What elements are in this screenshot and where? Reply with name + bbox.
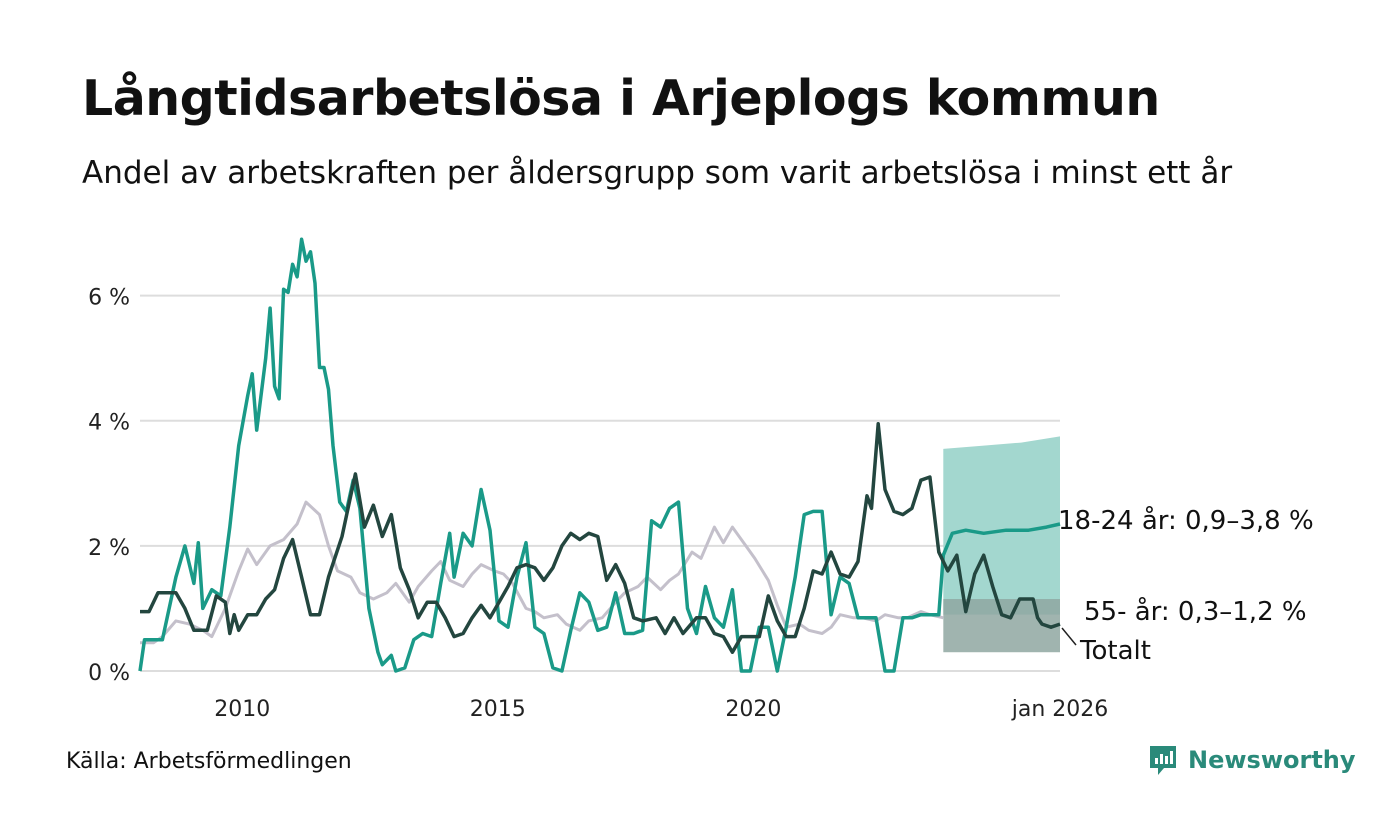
legend-label-totalt: Totalt xyxy=(1080,636,1151,666)
x-tick-label-2: 2020 xyxy=(725,697,781,722)
legend-label-55: 55- år: 0,3–1,2 % xyxy=(1084,597,1307,627)
x-tick-label-0: 2010 xyxy=(214,697,270,722)
forecast-band-18-24 xyxy=(943,436,1060,615)
brand-logo[interactable]: Newsworthy xyxy=(1148,744,1356,776)
y-tick-label-1: 2 % xyxy=(88,536,130,561)
series-line-18-24 xyxy=(138,237,1061,673)
series-line-55 xyxy=(140,422,1061,654)
source-note: Källa: Arbetsförmedlingen xyxy=(66,749,352,774)
x-tick-label-3: jan 2026 xyxy=(1011,697,1109,722)
brand-name: Newsworthy xyxy=(1188,746,1356,774)
y-tick-label-2: 4 % xyxy=(88,411,130,436)
totalt-leader-line xyxy=(1061,627,1077,646)
newsworthy-logo-icon xyxy=(1150,746,1176,775)
chart-title: Långtidsarbetslösa i Arjeplogs kommun xyxy=(82,70,1160,127)
y-tick-label-0: 0 % xyxy=(88,661,130,686)
x-tick-label-1: 2015 xyxy=(470,697,526,722)
legend-label-18-24: 18-24 år: 0,9–3,8 % xyxy=(1058,506,1314,536)
chart-subtitle: Andel av arbetskraften per åldersgrupp s… xyxy=(82,155,1233,191)
forecast-band-55 xyxy=(943,599,1060,653)
y-tick-label-3: 6 % xyxy=(88,286,130,311)
series-line-totalt xyxy=(140,500,944,645)
